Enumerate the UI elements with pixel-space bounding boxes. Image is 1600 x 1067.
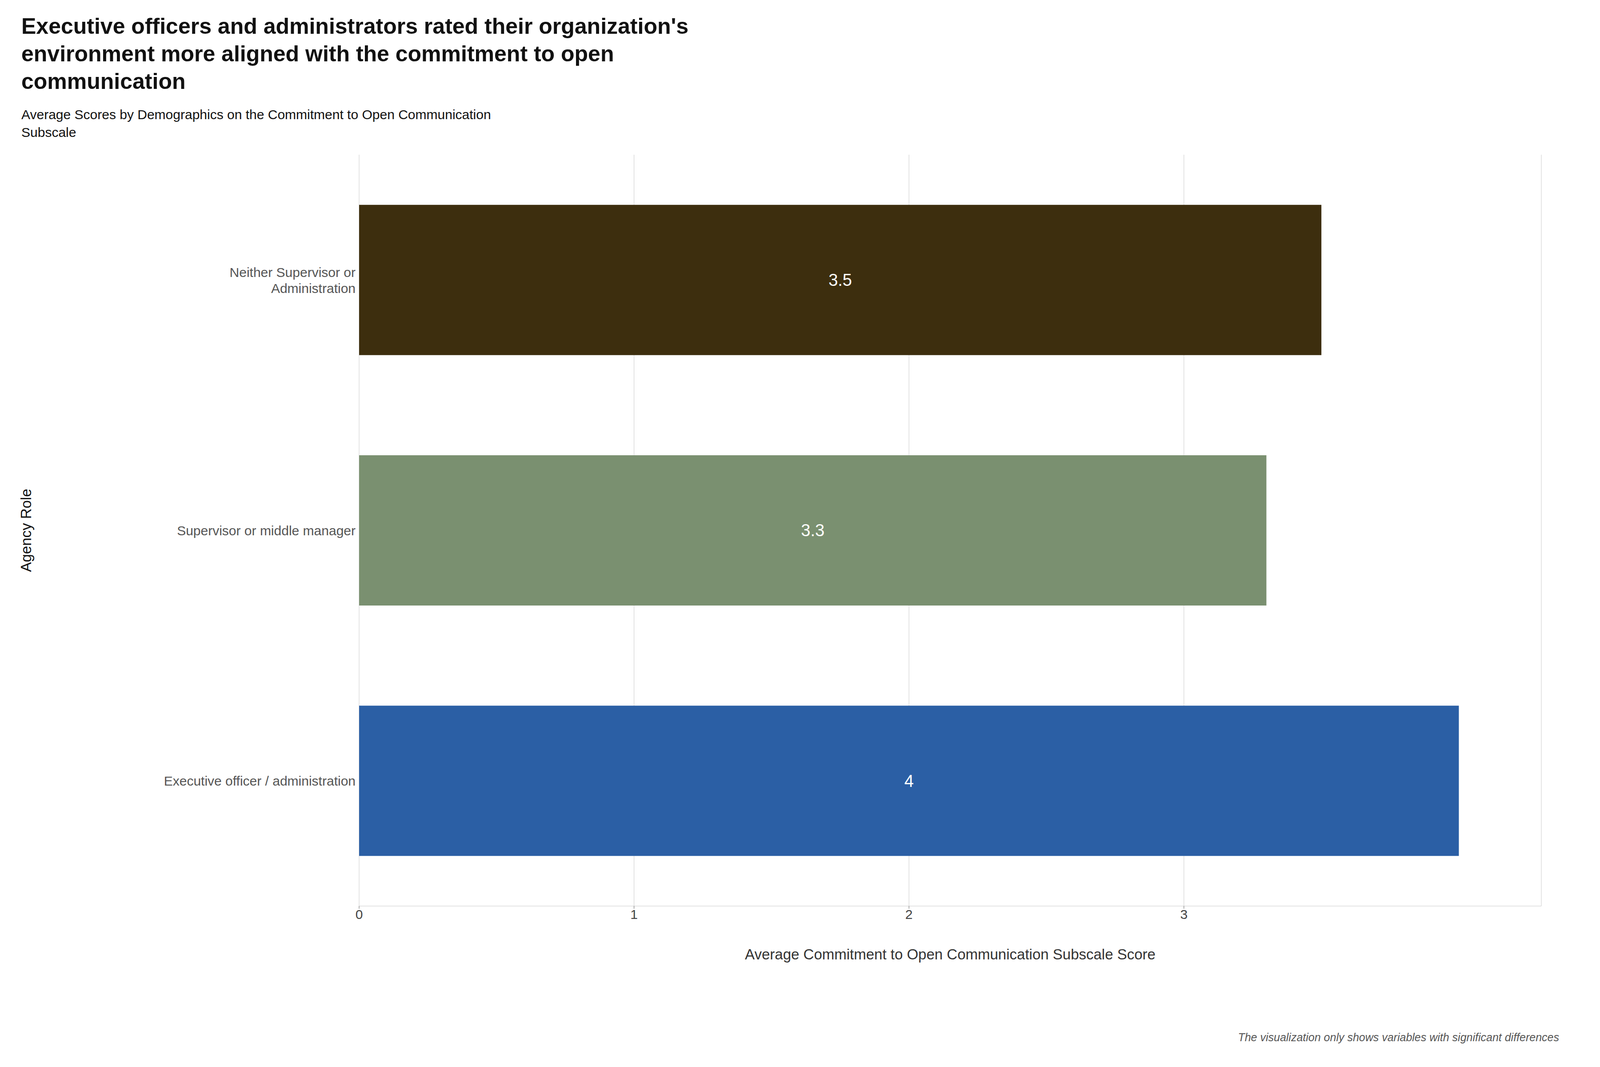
svg-text:3.5: 3.5 [828,270,852,290]
svg-text:3: 3 [1180,906,1188,922]
html-text:The visualization only shows v: The visualization only shows variables w… [1237,1030,1560,1044]
html-text:Subscale: Subscale [21,124,77,140]
svg-text:Supervisor or middle manager: Supervisor or middle manager [176,523,356,538]
html-text:Average Scores by Demographics: Average Scores by Demographics on the Co… [21,107,491,122]
svg-text:3.3: 3.3 [800,520,825,540]
svg-text:Executive officer / administra: Executive officer / administration [164,773,356,788]
html-text:environment more aligned with: environment more aligned with the commit… [21,41,614,67]
svg-text:Neither Supervisor orAdministr: Neither Supervisor orAdministration [229,264,356,296]
svg-text:Average Commitment to Open Com: Average Commitment to Open Communication… [744,945,1156,963]
svg-text:1: 1 [630,906,638,922]
html-text:Executive officers and adminis: Executive officers and administrators ra… [21,13,689,39]
html-text:communication: communication [21,68,186,94]
svg-text:2: 2 [905,906,913,922]
svg-text:0: 0 [355,906,364,922]
svg-text:4: 4 [904,771,914,791]
svg-text:Agency Role: Agency Role [17,488,35,572]
